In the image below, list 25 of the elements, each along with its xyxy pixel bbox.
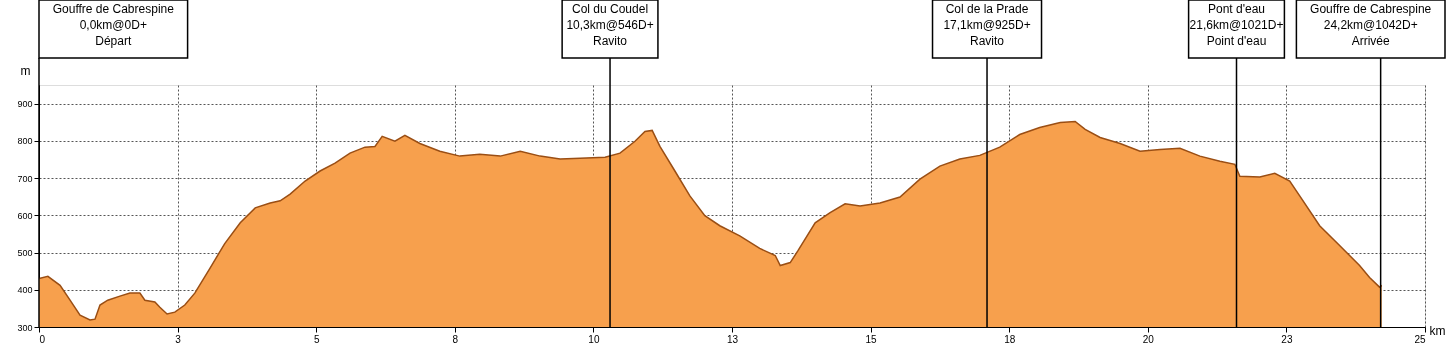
x-tick-label: 20 xyxy=(1142,333,1155,345)
y-tick-label: 400 xyxy=(17,285,33,296)
y-tick-label: 600 xyxy=(17,210,33,221)
y-tick-label: 500 xyxy=(17,248,33,259)
x-tick-label: 18 xyxy=(1004,333,1016,345)
x-tick-label: 8 xyxy=(452,333,459,345)
x-tick-label: 25 xyxy=(1414,333,1426,345)
x-axis-title: km xyxy=(1429,323,1446,338)
x-tick-label: 5 xyxy=(313,333,320,345)
x-tick-label: 13 xyxy=(726,333,739,345)
y-tick-label: 900 xyxy=(17,99,33,110)
x-tick-label: 0 xyxy=(39,333,46,345)
x-tick-label: 3 xyxy=(175,333,182,345)
x-tick-label: 10 xyxy=(588,333,600,345)
y-tick-label: 700 xyxy=(17,173,33,184)
ref-line-label: Gouffre de Cabrespine 0,0km@0D+ Départ xyxy=(52,2,175,48)
ref-line-label: Pont d'eau 21,6km@1021D+ Point d'eau xyxy=(1189,2,1284,48)
ref-line-label: Gouffre de Cabrespine 24,2km@1042D+ Arrivée xyxy=(1310,2,1432,48)
x-tick-label: 15 xyxy=(865,333,878,345)
ref-line-label: Col de la Prade 17,1km@925D+ Ravito xyxy=(943,2,1031,48)
y-axis-title: m xyxy=(20,63,31,78)
y-tick-label: 300 xyxy=(17,322,33,333)
x-tick-label: 23 xyxy=(1281,333,1293,345)
y-tick-label: 800 xyxy=(17,136,33,147)
ref-line-label: Col du Coudel 10,3km@546D+ Ravito xyxy=(566,2,654,48)
